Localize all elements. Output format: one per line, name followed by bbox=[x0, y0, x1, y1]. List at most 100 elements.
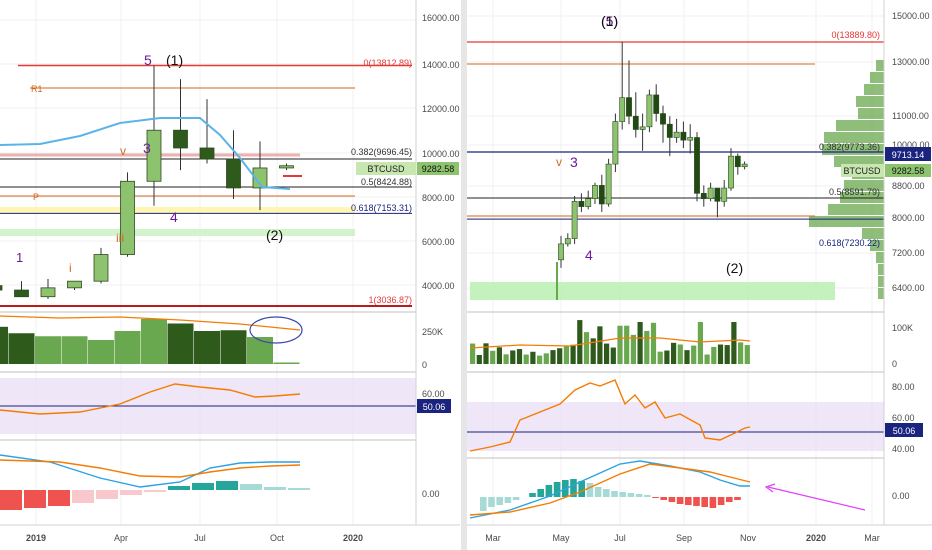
right-time-label: May bbox=[552, 533, 570, 543]
right-macd-hist-bar bbox=[619, 492, 626, 497]
left-candle-body bbox=[93, 254, 109, 282]
right-macd-hist-bar bbox=[603, 489, 610, 497]
left-price-tag-bg bbox=[417, 162, 459, 175]
left-fib618-label: 0.618(7153.31) bbox=[351, 203, 412, 213]
right-macd-hist-bar bbox=[717, 497, 725, 505]
right-fib0-label: 0(13889.80) bbox=[831, 30, 880, 40]
right-volume-bar bbox=[550, 350, 556, 364]
left-candle-body bbox=[146, 129, 162, 182]
right-macd-pane bbox=[469, 460, 751, 519]
right-candles bbox=[556, 41, 748, 300]
right-volume-bar bbox=[590, 338, 596, 364]
right-macd-hist-bar bbox=[480, 497, 487, 511]
right-macd-hist-bar bbox=[488, 497, 495, 507]
right-candle-body bbox=[585, 198, 592, 207]
right-volume-bar bbox=[671, 342, 677, 364]
right-volume-bar bbox=[697, 322, 703, 364]
left-candle-body bbox=[173, 129, 188, 149]
right-fib5-label: 0.5(8591.79) bbox=[829, 187, 880, 197]
left-macd-hist-bar bbox=[120, 490, 142, 495]
left-candle-body bbox=[14, 289, 29, 298]
left-signal-line bbox=[0, 459, 301, 478]
left-price-tick: 16000.00 bbox=[422, 13, 460, 23]
right-profile-bar bbox=[876, 252, 884, 263]
left-volume-bar bbox=[88, 340, 114, 364]
right-rsi-pane bbox=[467, 379, 884, 452]
right-panel: (5) (1) v 3 4 (2) 0(13889.80) 0.382(9773… bbox=[467, 0, 932, 543]
left-candle-body bbox=[279, 165, 294, 169]
right-candle-body bbox=[564, 238, 571, 245]
left-candle-body bbox=[252, 167, 268, 189]
right-volume-bar bbox=[617, 325, 623, 364]
left-price-tick: 12000.00 bbox=[422, 104, 460, 114]
right-profile-bar bbox=[862, 228, 884, 239]
left-volume-bar bbox=[35, 336, 61, 364]
right-macd-hist-bar bbox=[578, 481, 585, 497]
left-fib382-label: 0.382(9696.45) bbox=[351, 147, 412, 157]
right-wave-v: v bbox=[556, 155, 562, 169]
panel-divider[interactable] bbox=[461, 0, 467, 550]
left-macd-pane bbox=[0, 454, 310, 510]
right-volume-bar bbox=[677, 344, 683, 364]
right-rsi-tick: 60.00 bbox=[892, 413, 915, 423]
right-signal-line bbox=[469, 463, 751, 516]
right-volume-bar bbox=[637, 322, 643, 364]
right-macd-hist-bar bbox=[676, 497, 684, 504]
left-wave-i: i bbox=[69, 261, 72, 275]
right-candle-body bbox=[605, 163, 612, 205]
left-macd-hist-bar bbox=[168, 486, 190, 490]
right-candle-body bbox=[598, 185, 605, 205]
left-candle-body bbox=[40, 287, 56, 298]
right-candle-body bbox=[741, 163, 748, 168]
right-profile-bar bbox=[824, 132, 884, 143]
right-wave-3: 3 bbox=[570, 154, 578, 170]
right-macd-hist-bar bbox=[709, 497, 717, 508]
right-macd-hist-bar bbox=[635, 494, 643, 497]
right-time-label: Nov bbox=[740, 533, 757, 543]
left-volume-bar bbox=[114, 331, 141, 364]
right-symbol-tag: BTCUSD bbox=[843, 166, 881, 176]
right-level-tag-bg bbox=[885, 147, 931, 161]
left-time-label: 2019 bbox=[26, 533, 46, 543]
left-macd-hist-bar bbox=[216, 481, 238, 490]
right-macd-hist-bar bbox=[496, 497, 503, 505]
left-volume-bar bbox=[0, 326, 8, 364]
left-candles bbox=[0, 65, 294, 299]
left-time-label: 2020 bbox=[343, 533, 363, 543]
right-macd-tick: 0.00 bbox=[892, 491, 910, 501]
right-candle-body bbox=[666, 123, 673, 138]
left-volume-bar bbox=[273, 362, 300, 364]
right-volume-profile bbox=[809, 60, 884, 299]
left-candle-body bbox=[0, 285, 3, 291]
left-price-tick: 4000.00 bbox=[422, 281, 455, 291]
right-volume-bar bbox=[744, 345, 750, 364]
right-price-tick: 8000.00 bbox=[892, 213, 925, 223]
right-volume-bar bbox=[570, 344, 576, 364]
left-volume-bar bbox=[194, 331, 220, 364]
right-fib382-label: 0.382(9773.36) bbox=[819, 142, 880, 152]
left-time-label: Jul bbox=[194, 533, 206, 543]
left-volume-highlight bbox=[249, 316, 303, 344]
right-price-tick: 10000.00 bbox=[892, 140, 930, 150]
right-volume-bar bbox=[563, 346, 569, 364]
right-candle-body bbox=[646, 94, 653, 128]
right-macd-hist-bar bbox=[668, 497, 676, 502]
left-volume-ma bbox=[0, 315, 301, 331]
left-time-label: Apr bbox=[114, 533, 128, 543]
right-macd-hist-bar bbox=[693, 497, 700, 506]
left-volume-tick: 0 bbox=[422, 360, 427, 370]
right-candle-body bbox=[707, 187, 714, 199]
right-level-labels: 0(13889.80) 0.382(9773.36) 0.5(8591.79) … bbox=[819, 30, 880, 248]
right-volume-bar bbox=[650, 322, 657, 364]
right-volume-pane bbox=[469, 320, 751, 364]
right-profile-bar bbox=[878, 264, 884, 275]
left-fib5-label: 0.5(8424.88) bbox=[361, 177, 412, 187]
right-profile-bar bbox=[844, 180, 884, 191]
right-volume-bar bbox=[711, 346, 717, 364]
right-candle-body bbox=[673, 131, 680, 138]
right-wave-paren-2: (2) bbox=[726, 260, 743, 276]
right-time-label: Jul bbox=[614, 533, 626, 543]
right-macd-hist-bar bbox=[734, 497, 741, 500]
right-macd-line bbox=[469, 460, 750, 519]
right-macd-hist-bar bbox=[553, 482, 561, 497]
